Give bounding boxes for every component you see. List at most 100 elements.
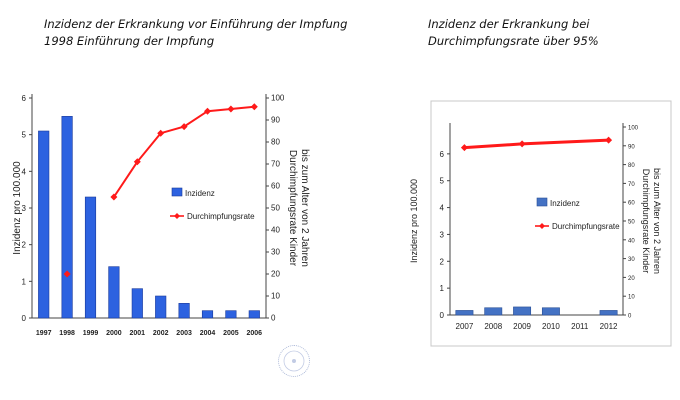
x-axis-category-label: 2006	[247, 330, 263, 337]
bar-inzidenz	[108, 266, 120, 319]
bar-inzidenz	[599, 310, 618, 316]
left-axis-tick-label: 1	[22, 277, 27, 286]
legend-swatch-marker	[539, 223, 545, 229]
x-axis-category-label: 2008	[484, 322, 502, 331]
right-axis-tick-label: 40	[628, 238, 635, 244]
right-axis-tick-label: 80	[271, 138, 280, 147]
x-axis-category-label: 2001	[130, 330, 146, 337]
line-point-durchimpfungsrate	[63, 270, 71, 278]
left-axis-tick-label: 6	[440, 150, 445, 159]
bar-inzidenz	[201, 310, 214, 319]
left-chart: 0 1 2 3 4 5 6 0 10 20 30 40 50 60 70 80 90 100 1997 1998 199…	[0, 80, 400, 380]
right-axis-tick-label: 30	[628, 257, 635, 263]
bar-inzidenz	[541, 307, 560, 316]
right-axis-label-line: Durchimpfungsrate Kinder	[641, 169, 651, 274]
chart-frame	[430, 100, 672, 347]
x-axis-category-label: 1998	[59, 330, 75, 337]
bar-inzidenz	[61, 116, 73, 319]
line-point-durchimpfungsrate	[460, 144, 468, 152]
bar-inzidenz	[38, 130, 50, 319]
right-axis-label-line: bis zum Alter von 2 Jahren	[652, 168, 662, 274]
bar-inzidenz	[248, 310, 260, 319]
right-axis-tick-label: 20	[628, 276, 635, 282]
right-axis-tick-label: 50	[628, 220, 635, 226]
right-chart-title: Inzidenz der Erkrankung bei Durchimpfung…	[428, 16, 599, 50]
right-chart: 0 1 2 3 4 5 6 0 10 20 30 40 50 60 70 80 90 100 2007 2008 200…	[395, 95, 680, 355]
right-axis-tick-label: 0	[628, 314, 632, 320]
x-axis-category-label: 2000	[106, 330, 122, 337]
right-axis-tick-label: 30	[271, 248, 280, 257]
watermark-stamp	[278, 345, 310, 377]
right-axis-tick-label: 70	[628, 182, 635, 188]
right-axis-tick-label: 100	[271, 94, 285, 103]
legend-label-inzidenz: Inzidenz	[550, 199, 580, 208]
x-axis-category-label: 2007	[456, 322, 474, 331]
left-axis-label: Inzidenz pro 100.000	[409, 179, 419, 263]
right-axis-label-line: Durchimpfungsrate Kinder	[287, 150, 298, 267]
left-axis-tick-label: 1	[440, 284, 445, 293]
line-point-durchimpfungsrate	[250, 103, 258, 111]
left-title-line2: 1998 Einführung der Impfung	[44, 34, 215, 48]
x-axis-category-label: 1999	[83, 330, 99, 337]
right-axis-tick-label: 10	[271, 292, 280, 301]
line-durchimpfungsrate	[113, 105, 255, 198]
x-axis-category-label: 2003	[176, 330, 192, 337]
right-axis-tick-label: 90	[628, 144, 635, 150]
right-axis-tick-label: 50	[271, 204, 280, 213]
left-axis-label: Inzidenz pro 100.000	[12, 161, 23, 255]
legend-swatch-inzidenz	[536, 197, 548, 207]
right-axis-tick-label: 60	[271, 182, 280, 191]
x-axis-category-label: 2002	[153, 330, 169, 337]
line-point-durchimpfungsrate	[605, 136, 613, 144]
x-axis-category-label: 2009	[513, 322, 531, 331]
legend-swatch-marker	[174, 213, 180, 219]
right-axis-tick-label: 80	[628, 163, 635, 169]
left-axis-tick-label: 4	[22, 167, 27, 176]
line-durchimpfungsrate	[464, 138, 609, 150]
bar-inzidenz	[513, 306, 532, 316]
left-title-line1: Inzidenz der Erkrankung vor Einführung d…	[44, 17, 348, 31]
left-axis-tick-label: 3	[440, 230, 445, 239]
legend-label-durchimpfungsrate: Durchimpfungsrate	[187, 212, 255, 221]
x-axis-category-label: 2005	[223, 330, 239, 337]
x-axis-category-label: 2011	[571, 322, 589, 331]
right-axis-tick-label: 0	[271, 314, 276, 323]
bar-inzidenz	[131, 288, 143, 319]
x-axis-category-label: 2012	[600, 322, 618, 331]
bar-inzidenz	[178, 303, 190, 319]
right-axis-tick-label: 10	[628, 295, 635, 301]
legend-label-durchimpfungsrate: Durchimpfungsrate	[552, 222, 620, 231]
left-axis-tick-label: 4	[440, 204, 445, 213]
bar-inzidenz	[484, 307, 503, 316]
line-point-durchimpfungsrate	[133, 158, 141, 166]
line-point-durchimpfungsrate	[518, 140, 526, 148]
line-point-durchimpfungsrate	[157, 129, 165, 137]
right-axis-label-line: bis zum Alter von 2 Jahren	[299, 149, 310, 267]
right-axis-tick-label: 100	[628, 126, 639, 132]
right-title-line2: Durchimpfungsrate über 95%	[428, 34, 599, 48]
left-axis-tick-label: 5	[440, 177, 445, 186]
right-axis-tick-label: 40	[271, 226, 280, 235]
right-axis-tick-label: 60	[628, 201, 635, 207]
left-axis-tick-label: 0	[440, 311, 445, 320]
line-point-durchimpfungsrate	[180, 123, 188, 131]
right-axis-tick-label: 20	[271, 270, 280, 279]
bar-inzidenz	[455, 310, 474, 316]
bar-inzidenz	[225, 310, 237, 319]
left-axis-tick-label: 6	[22, 94, 27, 103]
left-axis-tick-label: 0	[22, 314, 27, 323]
x-axis-category-label: 2004	[200, 330, 216, 337]
right-axis-tick-label: 90	[271, 116, 280, 125]
left-chart-title: Inzidenz der Erkrankung vor Einführung d…	[44, 16, 347, 50]
line-point-durchimpfungsrate	[204, 107, 211, 115]
left-axis-tick-label: 2	[440, 257, 445, 266]
bar-inzidenz	[155, 295, 167, 319]
bar-inzidenz	[84, 196, 97, 319]
right-title-line1: Inzidenz der Erkrankung bei	[428, 17, 590, 31]
x-axis-category-label: 1997	[36, 330, 52, 337]
left-axis-tick-label: 5	[22, 131, 27, 140]
legend-swatch-inzidenz	[171, 187, 183, 197]
legend-label-inzidenz: Inzidenz	[185, 189, 215, 198]
